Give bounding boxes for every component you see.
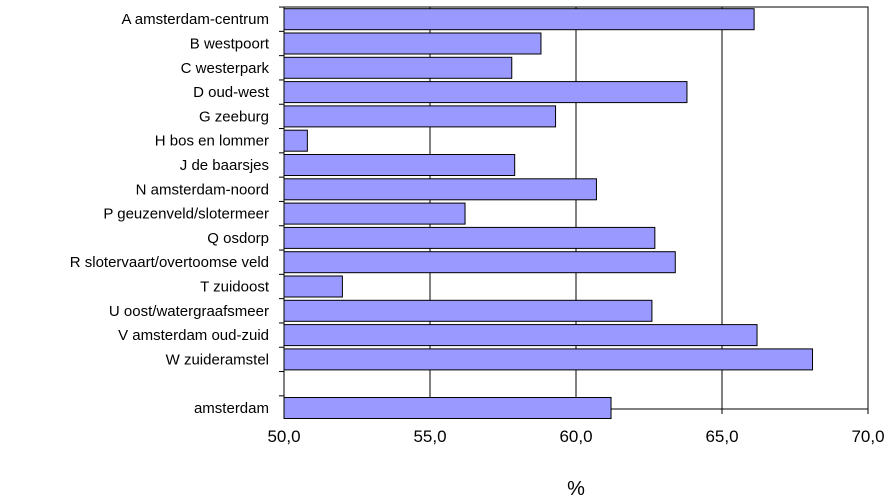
bar: [283, 324, 758, 347]
bar: [283, 154, 516, 176]
bar: [283, 81, 688, 104]
category-labels: A amsterdam-centrum B westpoort C westerpa…: [70, 11, 270, 417]
bar: [283, 178, 597, 201]
bar: [283, 32, 542, 55]
x-tick-label: 65,0: [705, 427, 738, 446]
category-label: R slotervaart/overtoomse veld: [70, 254, 269, 271]
category-label: W zuideramstel: [166, 351, 269, 368]
bars: [283, 8, 814, 419]
category-label: U oost/watergraafsmeer: [109, 303, 269, 320]
x-tick-labels: 50,0 55,0 60,0 65,0 70,0: [267, 427, 884, 446]
category-label: D oud-west: [193, 84, 270, 101]
category-label: amsterdam: [194, 400, 269, 417]
bar: [283, 299, 653, 322]
category-label: H bos en lommer: [155, 133, 269, 150]
category-label: G zeeburg: [199, 108, 269, 125]
x-tick-label: 60,0: [559, 427, 592, 446]
bar: [283, 56, 513, 79]
bar: [283, 129, 308, 152]
category-label: P geuzenveld/slotermeer: [103, 206, 269, 223]
category-label: T zuidoost: [200, 279, 270, 296]
x-tick-label: 55,0: [413, 427, 446, 446]
x-tick-label: 50,0: [267, 427, 300, 446]
x-axis-title: %: [567, 478, 585, 500]
category-label: C westerpark: [181, 60, 270, 77]
category-label: J de baarsjes: [180, 157, 269, 174]
bar: [283, 275, 343, 298]
bar: [283, 397, 612, 419]
category-label: B westpoort: [190, 36, 270, 53]
category-label: Q osdorp: [207, 230, 269, 247]
x-tick-label: 70,0: [851, 427, 884, 446]
category-label: N amsterdam-noord: [136, 181, 269, 198]
category-label: A amsterdam-centrum: [121, 11, 269, 28]
bar: [283, 251, 676, 274]
bar: [283, 202, 466, 225]
category-label: V amsterdam oud-zuid: [118, 327, 269, 344]
bar: [283, 226, 656, 249]
bar: [283, 348, 814, 371]
bar: [283, 8, 755, 31]
bar: [283, 105, 557, 128]
